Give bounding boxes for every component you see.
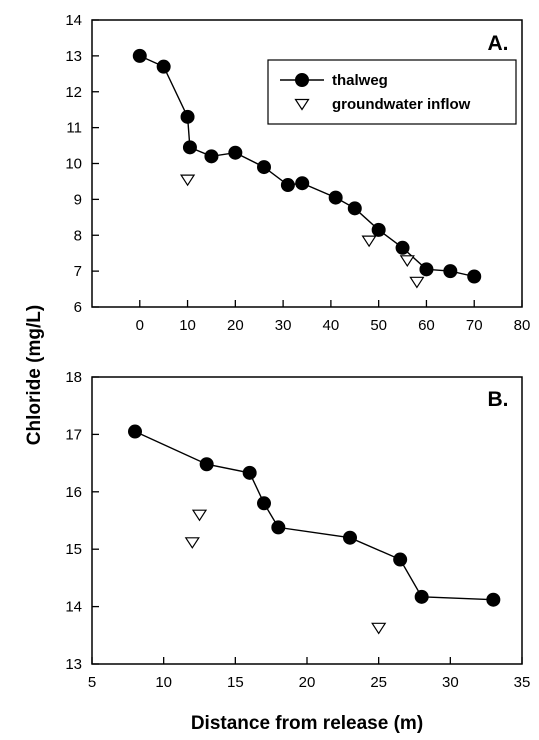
data-point-thalweg [443, 264, 458, 279]
y-tick-label: 7 [74, 263, 82, 280]
data-point-thalweg [199, 457, 214, 472]
y-tick-label: 6 [74, 299, 82, 316]
data-point-thalweg [180, 109, 195, 124]
data-point-groundwater-inflow [184, 537, 200, 549]
legend-label-groundwater-inflow: groundwater inflow [332, 96, 471, 113]
data-point-thalweg [486, 592, 501, 607]
data-point-thalweg [128, 424, 142, 439]
data-point-thalweg [414, 589, 429, 604]
data-point-thalweg [257, 496, 271, 511]
x-tick-label: 0 [136, 317, 144, 334]
series-line [134, 430, 494, 601]
x-tick-label: 25 [370, 674, 387, 691]
data-point-thalweg [371, 222, 386, 237]
data-point-groundwater-inflow [191, 509, 208, 522]
data-point-groundwater-inflow [409, 276, 425, 289]
x-tick-label: 70 [466, 317, 483, 334]
y-tick-label: 15 [65, 541, 82, 558]
data-point-thalweg [182, 140, 197, 155]
data-point-thalweg [328, 190, 343, 205]
legend-box [267, 59, 517, 125]
y-tick-label: 13 [65, 48, 82, 65]
data-point-thalweg [280, 178, 295, 193]
y-tick-label: 10 [65, 156, 82, 173]
x-tick-label: 5 [88, 674, 96, 691]
data-point-thalweg [347, 201, 362, 216]
x-tick-label: 20 [299, 674, 316, 691]
x-tick-label: 10 [155, 674, 172, 691]
legend-label-thalweg: thalweg [332, 72, 388, 89]
y-tick-label: 14 [65, 12, 82, 29]
x-tick-label: 20 [227, 317, 244, 334]
y-tick-label: 9 [74, 191, 82, 208]
data-point-thalweg [467, 269, 482, 284]
panel-b-chart: 5 10 15 20 25 30 35 13 14 15 16 17 18 B. [65, 369, 530, 691]
data-point-thalweg [242, 465, 257, 480]
panel-a-chart: 0 10 20 30 40 50 60 70 80 6 7 8 9 10 11 12 13 14 A. thalweg… [65, 12, 530, 334]
panel-label: A. [488, 32, 509, 55]
data-point-thalweg [132, 48, 147, 63]
x-tick-label: 60 [418, 317, 435, 334]
data-point-thalweg [271, 520, 286, 535]
x-tick-label: 50 [370, 317, 387, 334]
data-point-thalweg [395, 240, 410, 255]
data-point-thalweg [343, 530, 357, 545]
data-point-groundwater-inflow [180, 174, 196, 187]
data-point-thalweg [204, 149, 219, 164]
x-tick-label: 40 [323, 317, 340, 334]
legend-marker-groundwater-inflow [294, 98, 310, 111]
data-point-groundwater-inflow [399, 255, 415, 268]
data-point-thalweg [257, 160, 271, 175]
y-tick-label: 13 [65, 656, 82, 673]
y-axis-title: Chloride (mg/L) [24, 305, 45, 445]
x-tick-label: 80 [514, 317, 531, 334]
plot-frame [91, 376, 523, 665]
y-tick-label: 12 [65, 84, 82, 101]
y-tick-label: 14 [65, 599, 82, 616]
panel-label: B. [488, 388, 509, 411]
y-tick-label: 8 [74, 227, 82, 244]
x-tick-label: 10 [179, 317, 196, 334]
x-axis-title: Distance from release (m) [191, 713, 423, 734]
legend: thalweg groundwater inflow [267, 59, 517, 125]
data-point-thalweg [156, 59, 171, 74]
y-tick-label: 18 [65, 369, 82, 386]
data-point-thalweg [228, 145, 243, 160]
y-tick-label: 17 [65, 426, 82, 443]
x-tick-label: 35 [514, 674, 531, 691]
data-point-thalweg [393, 552, 408, 567]
data-point-groundwater-inflow [371, 622, 387, 635]
y-tick-label: 16 [65, 484, 82, 501]
series-line [139, 55, 475, 278]
y-tick-label: 11 [66, 120, 82, 137]
data-point-thalweg [419, 262, 434, 277]
data-point-groundwater-inflow [361, 235, 377, 248]
x-tick-label: 30 [275, 317, 292, 334]
data-point-thalweg [295, 176, 310, 191]
x-tick-label: 30 [442, 674, 459, 691]
legend-marker-thalweg [295, 73, 309, 87]
x-tick-label: 15 [227, 674, 244, 691]
